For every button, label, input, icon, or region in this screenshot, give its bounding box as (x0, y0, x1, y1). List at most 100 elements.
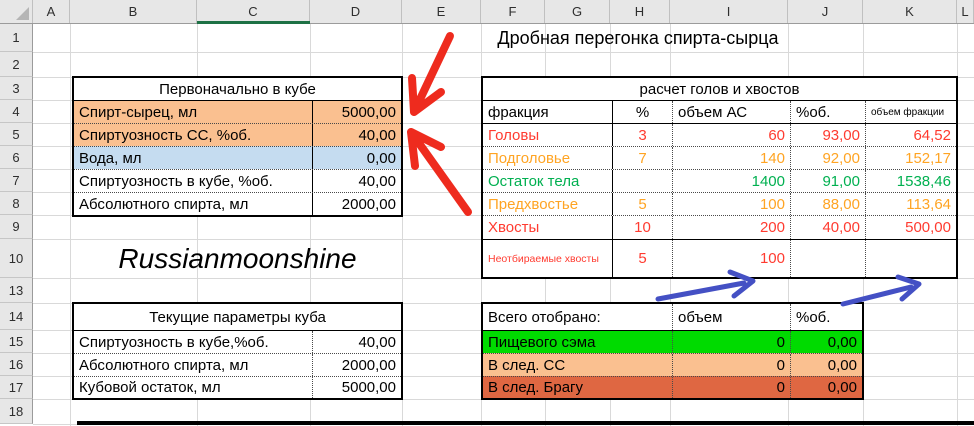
value-cell[interactable]: 40,00 (312, 170, 401, 192)
row-header-1[interactable]: 1 (0, 24, 33, 52)
row-header-6[interactable]: 6 (0, 146, 33, 169)
label-cell[interactable]: Кубовой остаток, мл (79, 379, 221, 396)
strength-cell[interactable] (790, 240, 865, 277)
volume-cell[interactable]: 0 (672, 331, 790, 353)
column-header-C[interactable]: C (197, 0, 310, 23)
column-header-H[interactable]: H (610, 0, 670, 23)
volume-as-cell[interactable]: 200 (672, 216, 790, 239)
totals-strength-header-cell[interactable]: %об. (790, 304, 862, 330)
volume-fraction-cell[interactable]: 500,00 (865, 216, 956, 239)
column-header-F[interactable]: F (481, 0, 545, 23)
strength-cell[interactable]: 92,00 (790, 147, 865, 169)
row-header-9[interactable]: 9 (0, 215, 33, 239)
column-header-A[interactable]: A (33, 0, 70, 23)
fraction-name-cell[interactable]: Подголовье (488, 149, 571, 167)
volume-cell[interactable]: 0 (672, 377, 790, 398)
column-header-K[interactable]: K (863, 0, 957, 23)
percent-cell[interactable] (612, 170, 672, 192)
row-header-2[interactable]: 2 (0, 52, 33, 77)
fraction-name-cell[interactable]: Головы (488, 126, 540, 144)
value-cell[interactable]: 0,00 (312, 147, 401, 169)
column-header-E[interactable]: E (402, 0, 481, 23)
value-cell[interactable]: 2000,00 (312, 354, 401, 376)
strength-cell[interactable]: 40,00 (790, 216, 865, 239)
label-cell[interactable]: Пищевого сэма (488, 333, 596, 351)
volume-as-cell[interactable]: 60 (672, 124, 790, 146)
fraction-name-cell[interactable]: Хвосты (488, 219, 540, 236)
value-cell[interactable]: 5000,00 (312, 101, 401, 123)
percent-cell[interactable]: 7 (612, 147, 672, 169)
column-header-I[interactable]: I (670, 0, 788, 23)
value-cell[interactable]: 5000,00 (312, 377, 401, 398)
totals-label-header-cell[interactable]: Всего отобрано: (488, 308, 601, 326)
row-header-8[interactable]: 8 (0, 192, 33, 215)
column-header-J[interactable]: J (788, 0, 863, 23)
percent-cell[interactable]: 5 (612, 193, 672, 215)
label-cell[interactable]: Спиртуозность СС, %об. (79, 126, 252, 144)
row-header-7[interactable]: 7 (0, 169, 33, 192)
volume-fraction-cell[interactable]: 1538,46 (865, 170, 956, 192)
volume-fraction-cell[interactable]: 113,64 (865, 193, 956, 215)
strength-header-cell[interactable]: %об. (790, 101, 865, 123)
percent-cell[interactable]: 5 (612, 240, 672, 277)
label-cell[interactable]: Спиртуозность в кубе, %об. (79, 172, 273, 190)
row-header-13[interactable]: 13 (0, 278, 33, 303)
sheet-title[interactable]: Дробная перегонка спирта-сырца (497, 28, 779, 48)
row-header-16[interactable]: 16 (0, 353, 33, 376)
row-header-5[interactable]: 5 (0, 123, 33, 146)
row-header-18[interactable]: 18 (0, 399, 33, 424)
strength-cell[interactable]: 93,00 (790, 124, 865, 146)
column-header-L[interactable]: L (957, 0, 974, 23)
label-cell[interactable]: Вода, мл (79, 149, 142, 167)
label-cell[interactable]: Абсолютного спирта, мл (79, 195, 249, 213)
column-header-D[interactable]: D (310, 0, 402, 23)
column-header-G[interactable]: G (545, 0, 610, 23)
volume-fraction-cell[interactable] (865, 240, 956, 277)
row-header-4[interactable]: 4 (0, 100, 33, 123)
watermark-text[interactable]: Russianmoonshine (118, 242, 357, 274)
fraction-name-cell[interactable]: Неотбираемые хвосты (488, 252, 599, 265)
totals-row-next-wash: В след. Брагу 0 0,00 (483, 376, 862, 398)
value-cell[interactable]: 2000,00 (312, 193, 401, 215)
fraction-name-cell[interactable]: Остаток тела (488, 172, 580, 190)
label-cell[interactable]: Спирт-сырец, мл (79, 103, 198, 121)
row-header-3[interactable]: 3 (0, 77, 33, 100)
totals-volume-header-cell[interactable]: объем (672, 304, 790, 330)
table-title[interactable]: Текущие параметры куба (149, 308, 326, 326)
strength-cell[interactable]: 88,00 (790, 193, 865, 215)
volume-as-header-cell[interactable]: объем АС (672, 101, 790, 123)
label-cell[interactable]: Спиртуозность в кубе,%об. (79, 333, 269, 351)
row-header-14[interactable]: 14 (0, 303, 33, 330)
row-header-15[interactable]: 15 (0, 330, 33, 353)
percent-cell[interactable]: 10 (612, 216, 672, 239)
fraction-name-cell[interactable]: Предхвостье (488, 195, 579, 213)
strength-cell[interactable]: 91,00 (790, 170, 865, 192)
volume-as-cell[interactable]: 140 (672, 147, 790, 169)
chart-edge-line (77, 421, 974, 425)
label-cell[interactable]: В след. Брагу (488, 379, 584, 396)
strength-cell[interactable]: 0,00 (790, 331, 862, 353)
volume-as-cell[interactable]: 100 (672, 240, 790, 277)
volume-fraction-cell[interactable]: 152,17 (865, 147, 956, 169)
percent-header-cell[interactable]: % (612, 101, 672, 123)
volume-as-cell[interactable]: 1400 (672, 170, 790, 192)
strength-cell[interactable]: 0,00 (790, 377, 862, 398)
row-header-17[interactable]: 17 (0, 376, 33, 399)
volume-fraction-header-cell[interactable]: объем фракции (865, 101, 956, 123)
volume-as-cell[interactable]: 100 (672, 193, 790, 215)
volume-fraction-cell[interactable]: 64,52 (865, 124, 956, 146)
value-cell[interactable]: 40,00 (312, 331, 401, 353)
table-title[interactable]: Первоначально в кубе (159, 80, 316, 98)
volume-cell[interactable]: 0 (672, 354, 790, 376)
percent-cell[interactable]: 3 (612, 124, 672, 146)
row-header-10[interactable]: 10 (0, 239, 33, 278)
fraction-header-cell[interactable]: фракция (488, 103, 549, 121)
column-header-B[interactable]: B (70, 0, 197, 23)
select-all-corner[interactable] (0, 0, 33, 23)
fraction-row-tails: Хвосты 10 200 40,00 500,00 (483, 215, 956, 239)
table-title[interactable]: расчет голов и хвостов (639, 80, 800, 98)
strength-cell[interactable]: 0,00 (790, 354, 862, 376)
value-cell[interactable]: 40,00 (312, 124, 401, 146)
label-cell[interactable]: Абсолютного спирта, мл (79, 356, 249, 374)
label-cell[interactable]: В след. СС (488, 356, 566, 374)
